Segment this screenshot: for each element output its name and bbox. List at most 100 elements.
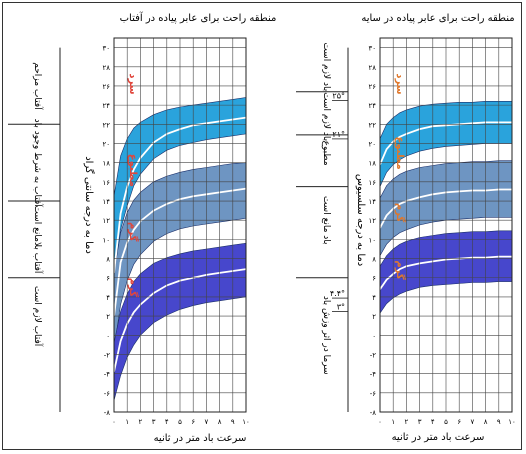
shade-x-ticks: ۰ ۱ ۲ ۳ ۴ ۵ ۶ ۷ ۸ ۹ ۱۰ [378,418,516,426]
shade-y-tick-label: ۴ [372,294,376,302]
sun-x-tick-label: ۸ [218,418,222,426]
sun-y-tick-label: ۲۶ [102,83,110,91]
shade-side-label: مطبوع [321,141,331,166]
sun-axis-box [113,37,247,413]
shade-x-tick-label: ۳ [418,418,422,426]
shade-y-tick-label: ۱۴ [368,198,376,206]
shade-x-tick-label: ۰ [378,418,382,426]
shade-y-tick-label: ۱۶ [368,179,376,187]
sun-y-tick-label: ۶ [106,275,110,283]
sun-y-tick-label: ۲۴ [102,102,110,110]
shade-y-axis-label: دما به درجه سلسیوس [355,174,366,266]
sun-x-tick-label: ۵ [178,418,182,426]
shade-y-tick-label: ۸ [372,256,376,264]
sun-marker-word: مطبوع [127,154,138,187]
shade-y-tick-label: ۲۶ [368,83,376,91]
sun-y-tick-label: ۱۴ [102,198,110,206]
sun-side-label: آفتاب لازم است [32,286,44,347]
shade-chart: منطقه راحت برای عابر پیاده در سایه ۳۰۲۸۲… [296,13,516,443]
shade-y-tick-label: ۲۲ [368,121,376,129]
shade-x-tick-label: ۴ [431,418,435,426]
shade-x-tick-label: ۵ [444,418,448,426]
shade-plot-area [379,37,513,413]
shade-x-tick-label: ۱ [391,418,395,426]
sun-y-tick-label: ۱۶ [102,179,110,187]
sun-y-tick-label: -۸ [104,409,111,417]
shade-x-tick-label: ۷ [471,418,475,426]
sun-side-label: آفتاب بلامانع است [32,205,44,274]
shade-y-tick-label: -۲ [370,351,377,359]
sun-y-tick-label: ۳۰ [102,45,110,53]
sun-marker-text: سرد مطبوع گرم گرم [127,73,140,297]
shade-y-tick-label: ۲۰ [368,140,376,148]
sun-chart: منطقه راحت برای عابر پیاده در آفتاب ۳۰۲۸… [8,11,276,444]
shade-y-tick-label: ۲۸ [368,64,376,72]
shade-y-tick-label: -۸ [370,409,377,417]
shade-y-tick-label: ۱۲ [368,217,376,225]
shade-x-tick-label: ۸ [484,418,488,426]
sun-x-axis-label: سرعت باد متر در ثانیه [154,433,247,444]
shade-y-tick-label: ۱۸ [368,160,376,168]
sun-y-tick-label: ۱۲ [102,217,110,225]
shade-axis-box [379,37,513,413]
shade-side-label: باد لازم است [321,92,331,141]
shade-y-tick-label: ۲۴ [368,102,376,110]
sun-x-tick-label: ۰ [112,418,116,426]
sun-x-tick-label: ۶ [191,418,195,426]
shade-threshold-label: ۲۱° [332,130,345,139]
sun-y-tick-label: ۲۰ [102,140,110,148]
sun-y-tick-label: ۱۰ [102,236,110,244]
shade-y-tick-label: -۶ [370,390,377,398]
sun-y-tick-label: ۱۸ [102,160,110,168]
shade-marker-text: سرد مطبوع گرم گرم [394,73,407,279]
sun-side-label: آفتاب به شرط وجود باد [32,119,44,208]
sun-y-axis-label: دما به درجه سانتی گراد [83,156,95,254]
sun-x-tick-label: ۹ [231,418,235,426]
sun-y-tick-label: ۴ [106,294,110,302]
sun-marker-word: گرم [127,222,140,242]
shade-x-tick-label: ۱۰ [508,418,516,426]
shade-x-axis-label: سرعت باد متر در ثانیه [392,432,485,443]
sun-y-tick-label: ۲۸ [102,64,110,72]
shade-chart-title: منطقه راحت برای عابر پیاده در سایه [361,13,514,24]
shade-y-tick-label: ۱۰ [368,236,376,244]
shade-side-label: باد مانع است [321,196,331,245]
sun-y-tick-label: ۸ [106,256,110,264]
sun-y-tick-label: -۴ [104,371,111,379]
sun-x-tick-label: ۱۰ [242,418,250,426]
sun-x-tick-label: ۳ [152,418,156,426]
sun-plot-area [113,37,247,413]
sun-y-tick-label: ۰ [106,332,110,340]
shade-side-label: باد لازم است [321,42,331,91]
shade-marker-word: گرم [394,260,407,280]
sun-x-tick-label: ۷ [205,418,209,426]
sun-x-tick-label: ۱ [125,418,129,426]
shade-threshold-label: ۳° [337,303,345,312]
shade-marker-word: سرد [394,73,405,94]
sun-y-tick-label: ۲ [106,313,110,321]
shade-threshold-label: ۴.۴° [330,289,345,298]
shade-x-tick-label: ۲ [405,418,409,426]
sun-x-ticks: ۰ ۱ ۲ ۳ ۴ ۵ ۶ ۷ ۸ ۹ ۱۰ [112,418,250,426]
sun-chart-title: منطقه راحت برای عابر پیاده در آفتاب [120,11,277,24]
shade-y-tick-label: -۴ [370,371,377,379]
sun-marker-word: سرد [127,73,138,94]
sun-side-label: آفتاب مزاحم [32,62,44,110]
shade-marker-word: مطبوع [394,137,405,170]
figure-frame [2,2,522,450]
sun-x-tick-label: ۴ [165,418,169,426]
shade-x-tick-label: ۶ [457,418,461,426]
sun-x-tick-label: ۲ [139,418,143,426]
sun-marker-word: گرم [127,278,140,298]
shade-y-tick-label: ۰ [372,332,376,340]
sun-y-tick-label: ۲۲ [102,121,110,129]
shade-x-tick-label: ۹ [497,418,501,426]
sun-y-tick-label: -۶ [104,390,111,398]
shade-threshold-label: ۲۵° [332,92,345,101]
shade-side-label: سرما در اثر وزش باد [321,296,331,375]
